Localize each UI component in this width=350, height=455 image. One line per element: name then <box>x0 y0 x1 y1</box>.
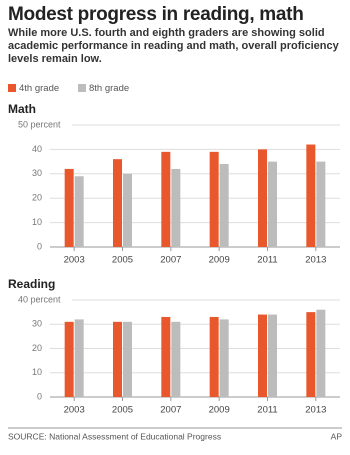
y-tick-label: 30 <box>32 319 42 329</box>
x-tick-label: 2005 <box>112 255 133 266</box>
bar <box>64 321 74 397</box>
y-tick-label: 10 <box>32 367 42 377</box>
y-tick-label: 20 <box>32 193 42 203</box>
y-tick-label: 40 percent <box>18 294 61 304</box>
bar <box>161 316 171 397</box>
x-tick-label: 2003 <box>64 255 85 266</box>
bar <box>74 176 84 247</box>
bar <box>306 312 316 397</box>
y-tick-label: 20 <box>32 343 42 353</box>
bar <box>161 151 171 247</box>
x-tick-label: 2013 <box>305 255 326 266</box>
bar <box>123 173 132 247</box>
legend-swatch <box>8 84 16 92</box>
bar <box>209 151 219 247</box>
title: Modest progress in reading, math <box>8 4 304 25</box>
x-tick-label: 2003 <box>64 405 85 416</box>
bar <box>64 168 74 247</box>
y-tick-label: 0 <box>37 241 42 251</box>
chart-title: Math <box>8 102 36 116</box>
credit: AP <box>331 431 343 441</box>
x-tick-label: 2011 <box>257 255 277 266</box>
x-tick-label: 2007 <box>160 405 181 416</box>
bar <box>74 319 84 397</box>
header: Modest progress in reading, math While m… <box>8 4 343 66</box>
bar <box>268 161 277 247</box>
subtitle: While more U.S. fourth and eighth grader… <box>8 27 339 65</box>
x-tick-label: 2007 <box>160 255 181 266</box>
bar <box>306 144 316 247</box>
x-tick-label: 2011 <box>257 405 277 416</box>
bar <box>113 321 122 397</box>
bar <box>113 159 122 247</box>
bar <box>219 319 229 397</box>
x-tick-label: 2009 <box>209 405 230 416</box>
y-tick-label: 10 <box>32 217 42 227</box>
y-tick-label: 0 <box>37 391 42 401</box>
bar <box>316 161 326 247</box>
source: SOURCE: National Assessment of Education… <box>8 431 221 441</box>
bar <box>316 309 326 397</box>
x-tick-label: 2013 <box>305 405 326 416</box>
chart-title: Reading <box>8 277 55 291</box>
y-tick-label: 40 <box>32 144 42 154</box>
bar <box>258 149 267 247</box>
bar <box>219 164 229 247</box>
y-tick-label: 30 <box>32 168 42 178</box>
bar <box>268 314 277 397</box>
legend-label: 8th grade <box>89 83 129 94</box>
bar <box>258 314 267 397</box>
bar <box>171 321 181 397</box>
x-tick-label: 2005 <box>112 405 133 416</box>
bar <box>123 321 132 397</box>
legend-swatch <box>78 84 86 92</box>
x-tick-label: 2009 <box>209 255 230 266</box>
y-tick-label: 50 percent <box>18 119 61 129</box>
legend-label: 4th grade <box>19 83 59 94</box>
bar <box>209 316 219 397</box>
bar <box>171 168 181 247</box>
